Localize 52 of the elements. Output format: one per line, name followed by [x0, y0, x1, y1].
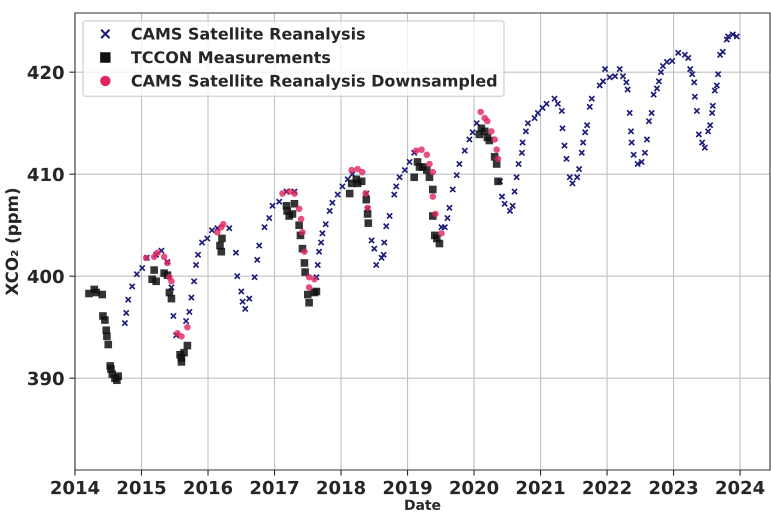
point: [301, 248, 308, 255]
legend-label: CAMS Satellite Reanalysis: [132, 27, 365, 43]
point: [348, 166, 355, 174]
x-tick-label: 2019: [384, 480, 432, 494]
point: [286, 188, 292, 195]
point: [220, 220, 227, 228]
point: [279, 190, 286, 197]
x-tick-label: 2016: [184, 480, 232, 494]
point: [214, 229, 221, 236]
point: [426, 160, 433, 168]
point: [418, 146, 425, 153]
point: [432, 210, 439, 218]
point: [184, 324, 191, 330]
x-axis-title: Date: [405, 500, 440, 510]
point: [430, 168, 436, 176]
legend-label: TCCON Measurements: [130, 51, 330, 64]
x-tick-label: 2022: [583, 480, 631, 494]
point: [299, 229, 306, 236]
y-tick-label: 390: [28, 372, 64, 386]
point: [296, 206, 302, 212]
x-tick-label: 2018: [317, 480, 366, 494]
point: [306, 284, 312, 291]
point: [359, 168, 366, 176]
x-tick-label: 2017: [250, 480, 298, 494]
point: [354, 166, 361, 172]
point: [493, 146, 500, 153]
point: [438, 230, 445, 237]
point: [424, 152, 430, 158]
legend-label: CAMS Satellite Reanalysis Downsampled: [132, 74, 496, 90]
point: [412, 147, 420, 154]
point: [430, 193, 436, 200]
y-axis-title: XCO₂ (ppm): [5, 188, 22, 296]
point: [494, 156, 502, 162]
x-tick-label: 2015: [118, 480, 166, 494]
x-tick-label: 2014: [51, 480, 100, 494]
point: [178, 333, 185, 340]
x-tick-label: 2024: [716, 480, 764, 494]
point: [491, 136, 498, 143]
x-tick-label: 2023: [650, 480, 698, 494]
y-tick-label: 400: [28, 270, 64, 284]
point: [298, 216, 304, 222]
x-tick-label: 2020: [450, 480, 498, 494]
y-tick-label: 420: [28, 66, 64, 80]
point: [160, 254, 168, 260]
point: [484, 118, 491, 124]
point: [168, 278, 175, 285]
point: [306, 274, 312, 280]
point: [488, 128, 495, 135]
y-tick-label: 410: [28, 168, 64, 182]
point: [154, 249, 161, 256]
x-tick-label: 2021: [516, 480, 564, 494]
point: [477, 108, 484, 116]
